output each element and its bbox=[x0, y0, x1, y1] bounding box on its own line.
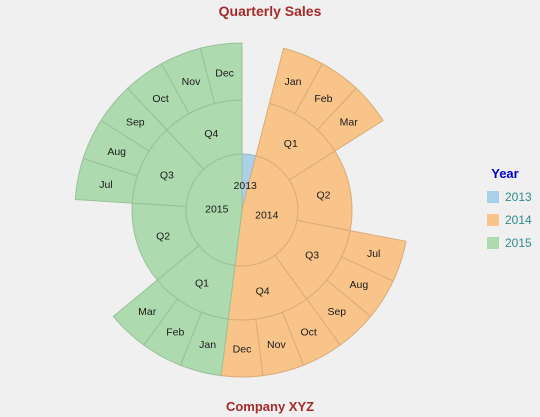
label-2015: 2015 bbox=[205, 203, 229, 215]
label-2014-q1-feb: Feb bbox=[314, 93, 332, 105]
label-2015-q1: Q1 bbox=[195, 278, 209, 290]
legend-item-2013[interactable]: 2013 bbox=[487, 185, 539, 208]
label-2015-q2: Q2 bbox=[156, 231, 170, 243]
chart-title: Quarterly Sales bbox=[218, 3, 322, 19]
label-2015-q3-aug: Aug bbox=[107, 146, 126, 158]
label-2014-q3-aug: Aug bbox=[350, 279, 369, 291]
legend-swatch-2015 bbox=[487, 236, 499, 249]
legend-label-2013: 2013 bbox=[505, 189, 532, 204]
legend-title: Year bbox=[491, 166, 519, 181]
label-2014-q1-mar: Mar bbox=[340, 117, 359, 129]
segment-2015-q4-dec[interactable] bbox=[199, 42, 243, 105]
label-2014-q2: Q2 bbox=[316, 189, 330, 201]
label-2014-q4: Q4 bbox=[256, 285, 270, 297]
label-2015-q4: Q4 bbox=[204, 128, 218, 140]
label-2014-q3-sep: Sep bbox=[327, 306, 346, 318]
label-2015-q3: Q3 bbox=[160, 170, 174, 182]
label-2014-q4-nov: Nov bbox=[267, 339, 286, 351]
label-2015-q4-oct: Oct bbox=[152, 93, 168, 105]
legend-swatch-2013 bbox=[487, 190, 499, 203]
label-2015-q4-dec: Dec bbox=[215, 68, 234, 80]
label-2013: 2013 bbox=[234, 180, 258, 192]
label-2014-q4-dec: Dec bbox=[233, 344, 252, 356]
legend-label-2015: 2015 bbox=[505, 235, 532, 250]
label-2014-q1-jan: Jan bbox=[285, 76, 302, 88]
label-2015-q3-jul: Jul bbox=[99, 179, 112, 191]
label-2014-q3: Q3 bbox=[305, 250, 319, 262]
label-2015-q1-feb: Feb bbox=[166, 326, 184, 338]
legend-label-2014: 2014 bbox=[505, 212, 532, 227]
legend-swatch-2014 bbox=[487, 213, 499, 226]
chart-footer: Company XYZ bbox=[225, 399, 315, 414]
label-2014-q4-oct: Oct bbox=[301, 326, 317, 338]
legend-item-2014[interactable]: 2014 bbox=[487, 208, 539, 231]
legend: Year 2013 2014 2015 bbox=[487, 166, 539, 254]
label-2015-q1-mar: Mar bbox=[138, 306, 157, 318]
label-2015-q3-sep: Sep bbox=[126, 117, 145, 129]
label-2015-q4-nov: Nov bbox=[182, 76, 201, 88]
label-2014-q1: Q1 bbox=[284, 138, 298, 150]
label-2015-q1-jan: Jan bbox=[199, 339, 216, 351]
label-2014: 2014 bbox=[255, 210, 279, 222]
legend-item-2015[interactable]: 2015 bbox=[487, 231, 539, 254]
label-2014-q3-jul: Jul bbox=[367, 248, 380, 260]
